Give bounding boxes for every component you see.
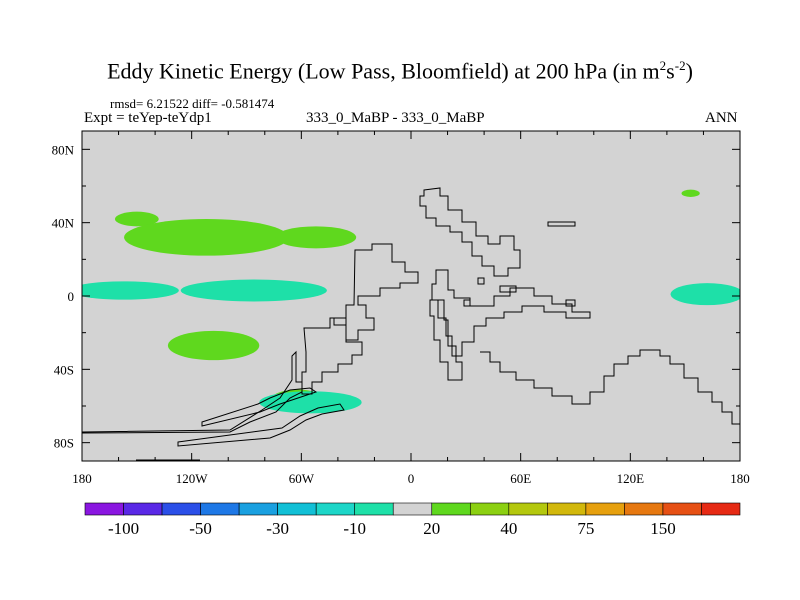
colorbar-swatch (200, 502, 240, 516)
experiment-label: Expt = teYep-teYdp1 (84, 110, 212, 126)
colorbar-label: -100 (108, 519, 139, 538)
case-label: 333_0_MaBP - 333_0_MaBP (306, 110, 485, 126)
season-label: ANN (705, 110, 738, 126)
y-tick-label: 80N (52, 142, 75, 157)
chart-title-end: ) (685, 58, 693, 84)
colorbar-swatch (469, 502, 510, 516)
colorbar-swatch (277, 502, 317, 516)
colorbar-swatch (662, 502, 702, 516)
y-tick-label: 40S (54, 362, 74, 377)
colorbar-label: -30 (266, 519, 289, 538)
colorbar-swatch (585, 502, 625, 516)
cyan-blob-south-atlantic (259, 391, 362, 414)
chart-title-mid: s (666, 58, 675, 84)
colorbar-swatch (161, 502, 201, 516)
colorbar-label: -50 (189, 519, 212, 538)
green-blob-north-pacific-east (275, 226, 357, 249)
x-tick-label: 180 (730, 471, 750, 486)
colorbar-swatch (354, 502, 394, 516)
colorbar-swatch (508, 502, 548, 516)
colorbar-swatch (392, 502, 433, 516)
colorbar-swatch (701, 502, 741, 516)
green-blob-south-pacific (167, 330, 260, 361)
colorbar-swatch (238, 502, 278, 516)
colorbar-swatch (123, 502, 163, 516)
colorbar-label: 20 (423, 519, 440, 538)
chart-title-sup1: 2 (659, 58, 667, 73)
x-tick-label: 120W (176, 471, 209, 486)
colorbar-swatch (315, 502, 356, 516)
y-tick-label: 40N (52, 216, 75, 231)
colorbar-swatch (431, 502, 471, 516)
cyan-band-equatorial-east (180, 279, 327, 302)
green-blob-north-pacific (124, 219, 289, 256)
chart-title-sup2: -2 (674, 58, 686, 73)
colorbar-swatch (547, 502, 587, 516)
cyan-band-equatorial-dateline (670, 283, 740, 306)
colorbar-label: 40 (500, 519, 517, 538)
green-blob-north-pacific-small (114, 211, 159, 227)
map-background (82, 131, 740, 461)
y-tick-label: 80S (54, 436, 74, 451)
y-tick-label: 0 (68, 289, 75, 304)
colorbar-swatch (624, 502, 664, 516)
x-tick-label: 180 (72, 471, 92, 486)
x-tick-label: 120E (617, 471, 645, 486)
x-tick-label: 60W (289, 471, 315, 486)
cyan-band-equatorial-west (82, 281, 179, 300)
x-tick-label: 60E (510, 471, 531, 486)
green-blob-north-atlantic-small (681, 189, 700, 197)
colorbar-label: 75 (577, 519, 594, 538)
colorbar-label: -10 (343, 519, 366, 538)
chart-title: Eddy Kinetic Energy (Low Pass, Bloomfiel… (0, 58, 800, 84)
stats-label: rmsd= 6.21522 diff= -0.581474 (110, 96, 275, 111)
coastlines (81, 187, 740, 461)
colorbar-label: 150 (650, 519, 676, 538)
x-tick-label: 0 (408, 471, 415, 486)
chart-title-text: Eddy Kinetic Energy (Low Pass, Bloomfiel… (107, 58, 660, 84)
colorbar-swatch (84, 502, 124, 516)
